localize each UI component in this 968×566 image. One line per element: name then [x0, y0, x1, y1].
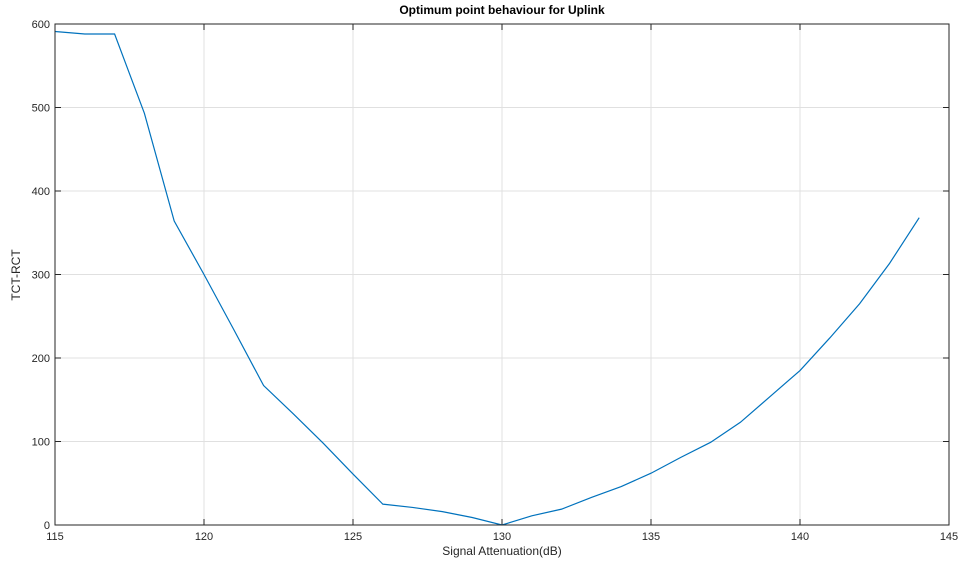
series-layer: [54, 30, 920, 526]
chart-title: Optimum point behaviour for Uplink: [399, 3, 605, 17]
x-tick-label: 130: [493, 531, 511, 543]
y-tick-label: 400: [32, 186, 50, 198]
y-tick-labels: 0 100 200 300 400 500 600: [32, 19, 50, 532]
grid: [55, 24, 949, 525]
series-line: [54, 30, 920, 526]
x-tick-label: 115: [46, 531, 64, 543]
x-tick-label: 120: [195, 531, 213, 543]
y-tick-label: 600: [32, 19, 50, 31]
y-tick-label: 100: [32, 437, 50, 449]
x-tick-label: 125: [344, 531, 362, 543]
x-axis-label: Signal Attenuation(dB): [442, 544, 561, 558]
y-tick-label: 300: [32, 270, 50, 282]
y-axis-label: TCT-RCT: [9, 249, 23, 301]
y-tick-label: 200: [32, 353, 50, 365]
y-tick-label: 500: [32, 103, 50, 115]
x-tick-label: 135: [642, 531, 660, 543]
x-tick-labels: 115 120 125 130 135 140 145: [46, 531, 958, 543]
x-tick-label: 140: [791, 531, 809, 543]
x-tick-label: 145: [940, 531, 958, 543]
y-tick-label: 0: [44, 520, 50, 532]
plot-frame: [54, 23, 950, 526]
